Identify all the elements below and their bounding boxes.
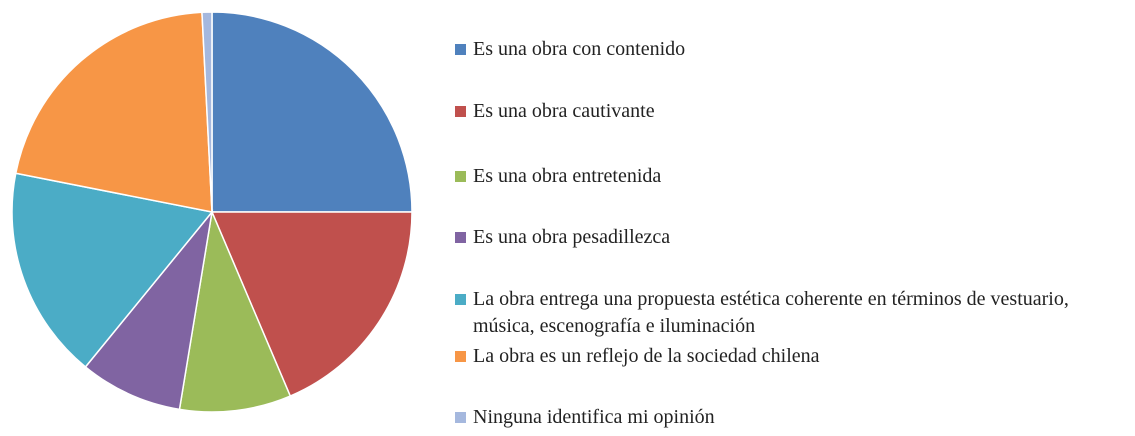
legend-swatch — [455, 412, 466, 423]
pie-slice — [211, 11, 413, 213]
legend-label: La obra es un reflejo de la sociedad chi… — [473, 345, 820, 367]
pie-slice — [14, 11, 213, 213]
legend-label: Es una obra pesadillezca — [473, 226, 671, 248]
legend-item: Es una obra con contenido — [455, 36, 1130, 63]
legend-swatch — [455, 171, 466, 182]
pie-slice — [210, 211, 413, 398]
legend-swatch — [455, 294, 466, 305]
pie-slice — [84, 209, 214, 411]
legend-label: Es una obra con contenido — [473, 38, 686, 60]
legend-swatch — [455, 232, 466, 243]
legend-swatch — [455, 351, 466, 362]
legend-label: La obra entrega una propuesta estética c… — [473, 288, 1069, 337]
legend-label: Es una obra entretenida — [473, 165, 662, 187]
legend-item: La obra entrega una propuesta estética c… — [455, 286, 1130, 340]
legend-item: Es una obra pesadillezca — [455, 224, 1130, 251]
legend-swatch — [455, 106, 466, 117]
pie-slice — [178, 209, 292, 413]
legend-label: Es una obra cautivante — [473, 100, 655, 122]
pie-slice — [11, 172, 214, 368]
legend-item: Es una obra cautivante — [455, 98, 1130, 125]
legend-swatch — [455, 44, 466, 55]
legend-label: Ninguna identifica mi opinión — [473, 406, 715, 428]
legend-item: Es una obra entretenida — [455, 163, 1130, 190]
legend-item: La obra es un reflejo de la sociedad chi… — [455, 343, 1130, 370]
legend-item: Ninguna identifica mi opinión — [455, 404, 1130, 431]
pie-slice — [201, 11, 213, 213]
